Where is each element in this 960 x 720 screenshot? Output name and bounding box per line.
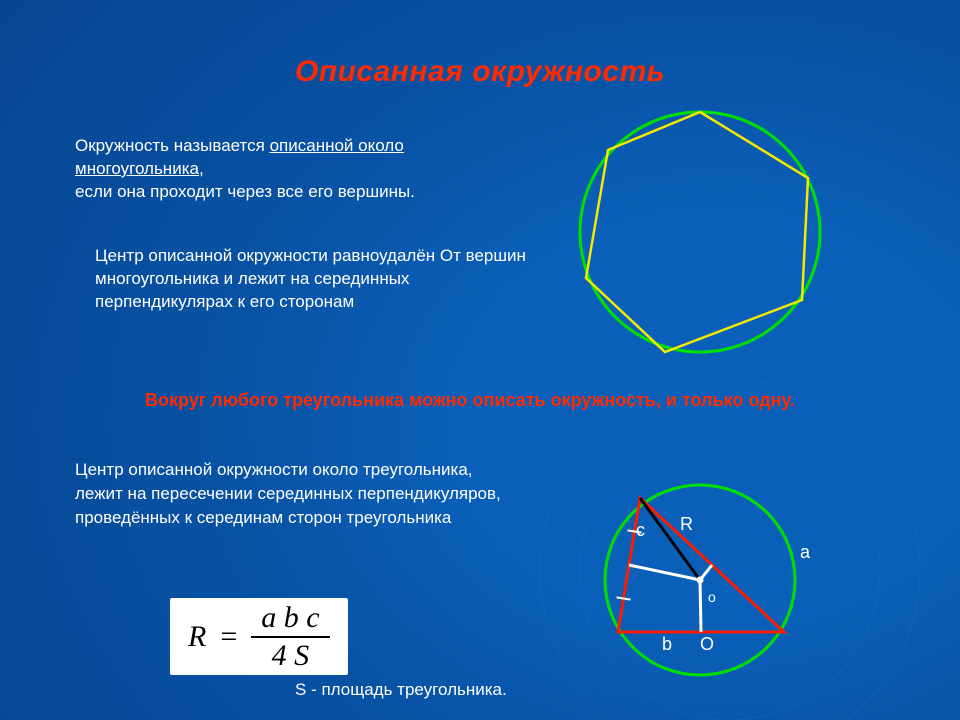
svg-text:R: R	[680, 514, 693, 534]
triangle-circumcircle-diagram: a b c R Oo	[0, 0, 960, 720]
def-tail: если она проходит через все его вершины.	[75, 182, 415, 201]
polygon-in-circle-diagram	[0, 0, 960, 720]
center-property-paragraph: Центр описанной окружности равноудалён О…	[95, 245, 535, 314]
svg-text:a: a	[800, 542, 811, 562]
svg-text:O: O	[700, 634, 714, 654]
svg-text:o: o	[708, 589, 716, 605]
area-footnote: S - площадь треугольника.	[295, 680, 507, 700]
svg-text:b: b	[662, 634, 672, 654]
formula-numerator: a b c	[251, 602, 329, 638]
formula-equals: =	[220, 620, 237, 654]
theorem-paragraph: Вокруг любого треугольника можно описать…	[145, 388, 845, 413]
def-lead: Окружность называется	[75, 136, 270, 155]
formula-lhs: R	[188, 620, 206, 654]
triangle-center-paragraph: Центр описанной окружности около треугол…	[75, 458, 515, 529]
slide-title: Описанная окружность	[0, 55, 960, 89]
definition-paragraph: Окружность называется описанной около мн…	[75, 135, 495, 204]
formula-fraction: a b c 4 S	[251, 602, 329, 671]
formula-denominator: 4 S	[272, 638, 310, 672]
circumradius-formula: R = a b c 4 S	[170, 598, 348, 675]
svg-text:c: c	[636, 520, 645, 540]
